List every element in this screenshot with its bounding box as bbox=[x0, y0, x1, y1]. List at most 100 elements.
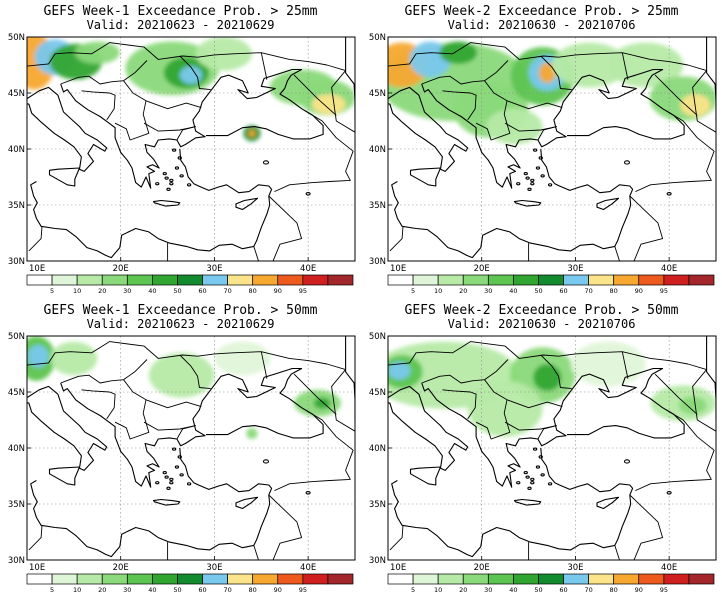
probability-region bbox=[311, 94, 346, 115]
panel-valid-dates: Valid: 20210630 - 20210706 bbox=[447, 18, 636, 32]
aegean-island bbox=[530, 477, 535, 482]
coastline-island bbox=[409, 466, 442, 486]
colorbar-label: 80 bbox=[610, 287, 618, 295]
colorbar-label: 90 bbox=[274, 287, 282, 295]
lake-outline bbox=[262, 459, 270, 464]
y-tick-label: 30N bbox=[8, 556, 25, 566]
colorbar-label: 60 bbox=[198, 586, 206, 594]
colorbar-swatch bbox=[51, 274, 78, 286]
country-border bbox=[81, 90, 116, 121]
aegean-island bbox=[538, 156, 543, 160]
aegean-island bbox=[547, 183, 553, 187]
country-borders bbox=[27, 42, 355, 261]
aegean-island bbox=[169, 481, 174, 485]
y-tick-label: 50N bbox=[8, 33, 25, 43]
aegean-island bbox=[532, 447, 538, 451]
colorbar-label: 50 bbox=[173, 586, 181, 594]
map-gridlines bbox=[27, 37, 355, 261]
country-border bbox=[260, 52, 268, 80]
colorbar-swatch bbox=[563, 573, 589, 585]
coastline bbox=[391, 148, 634, 259]
aegean-island bbox=[530, 178, 535, 183]
x-tick-label: 40E bbox=[300, 563, 316, 573]
country-border bbox=[388, 42, 707, 72]
colorbar-swatch bbox=[462, 573, 489, 585]
y-tick-label: 35N bbox=[8, 201, 25, 211]
country-border bbox=[176, 126, 196, 141]
country-border bbox=[179, 55, 211, 91]
aegean-island bbox=[179, 473, 184, 477]
x-tick-label: 30E bbox=[567, 563, 583, 573]
country-border bbox=[27, 341, 346, 371]
country-border bbox=[145, 100, 202, 110]
aegean-island bbox=[516, 182, 521, 186]
country-border bbox=[253, 195, 303, 261]
coastline-island bbox=[48, 167, 81, 187]
y-tick-label: 30N bbox=[8, 257, 25, 267]
corsica-coast bbox=[377, 417, 384, 430]
colorbar-label: 50 bbox=[534, 287, 542, 295]
x-tick-label: 10E bbox=[29, 264, 45, 274]
aegean-island bbox=[535, 166, 541, 170]
panel-valid-dates: Valid: 20210623 - 20210629 bbox=[86, 18, 275, 32]
colorbar-swatch bbox=[513, 274, 539, 286]
country-border bbox=[293, 373, 337, 415]
lake-outline bbox=[305, 490, 311, 495]
colorbar-swatch bbox=[487, 573, 514, 585]
colorbar-swatch bbox=[51, 573, 78, 585]
x-tick-label: 30E bbox=[206, 563, 222, 573]
country-border bbox=[388, 341, 707, 371]
colorbar-label: 5 bbox=[411, 287, 415, 295]
country-border bbox=[537, 126, 557, 141]
y-tick-label: 45N bbox=[8, 89, 25, 99]
y-tick-label: 35N bbox=[369, 201, 386, 211]
colorbar-swatch bbox=[177, 573, 203, 585]
country-border bbox=[253, 494, 303, 560]
country-border bbox=[654, 74, 698, 116]
y-tick-label: 50N bbox=[8, 332, 25, 342]
country-border bbox=[27, 42, 346, 72]
country-border bbox=[621, 52, 629, 80]
colorbar-label: 70 bbox=[223, 287, 231, 295]
country-border bbox=[389, 226, 404, 252]
aegean-island bbox=[525, 475, 530, 479]
coastline bbox=[30, 148, 273, 259]
country-border bbox=[274, 110, 354, 193]
country-border bbox=[389, 525, 404, 551]
probability-region bbox=[148, 352, 215, 398]
coastline-island bbox=[48, 466, 81, 486]
lake-outline bbox=[666, 490, 672, 495]
country-border bbox=[621, 351, 629, 379]
country-border bbox=[421, 60, 509, 85]
map-figure: 10E 20E 30E 40E 30N 35N 40N 45N 50N 5 10 20 30 40 50 60… bbox=[369, 332, 717, 594]
panel-valid-dates: Valid: 20210630 - 20210706 bbox=[447, 317, 636, 331]
x-tick-label: 40E bbox=[661, 563, 677, 573]
colorbar-label: 30 bbox=[123, 287, 131, 295]
x-tick-label: 20E bbox=[113, 264, 129, 274]
colorbar-label: 50 bbox=[534, 586, 542, 594]
country-border bbox=[614, 195, 664, 261]
country-borders bbox=[388, 341, 716, 560]
colorbar-swatch bbox=[227, 573, 254, 585]
map-panel-week2-50mm: GEFS Week-2 Exceedance Prob. > 50mm Vali… bbox=[361, 299, 722, 598]
colorbar-swatch bbox=[126, 573, 153, 585]
x-tick-label: 30E bbox=[567, 264, 583, 274]
lake-outline bbox=[623, 459, 631, 464]
colorbar-swatch bbox=[202, 274, 228, 286]
corsica-coast bbox=[16, 417, 23, 430]
map-figure: 10E 20E 30E 40E 30N 35N 40N 45N 50N 5 10 20 30 40 50 60… bbox=[8, 332, 356, 594]
map-gridlines bbox=[27, 336, 355, 560]
colorbar-label: 30 bbox=[123, 586, 131, 594]
aegean-island bbox=[523, 470, 528, 475]
aegean-island bbox=[164, 475, 169, 479]
probability-region bbox=[248, 129, 256, 137]
colorbar-label: 10 bbox=[73, 287, 81, 295]
colorbar-label: 95 bbox=[299, 287, 307, 295]
aegean-island bbox=[527, 187, 532, 191]
coastline-island bbox=[388, 86, 469, 172]
country-border bbox=[506, 399, 563, 409]
colorbar-swatch bbox=[277, 274, 304, 286]
colorbar-label: 40 bbox=[509, 586, 517, 594]
y-tick-label: 35N bbox=[8, 500, 25, 510]
x-tick-label: 30E bbox=[206, 264, 222, 274]
